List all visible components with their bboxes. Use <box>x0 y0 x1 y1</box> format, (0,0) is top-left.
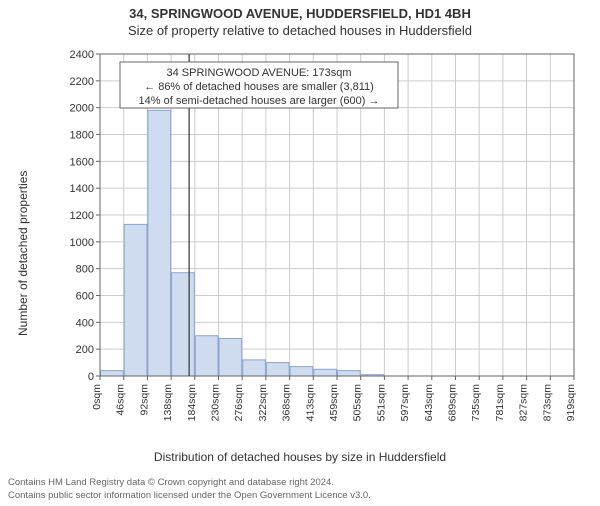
svg-text:459sqm: 459sqm <box>328 384 340 422</box>
page-subtitle: Size of property relative to detached ho… <box>0 23 600 38</box>
svg-text:276sqm: 276sqm <box>233 384 245 422</box>
y-axis-label: Number of detached properties <box>16 171 30 336</box>
svg-text:2000: 2000 <box>70 103 94 115</box>
histogram-bar <box>266 363 289 376</box>
svg-text:46sqm: 46sqm <box>115 384 127 416</box>
footer-line-2: Contains public sector information licen… <box>8 490 371 502</box>
svg-text:735sqm: 735sqm <box>470 384 482 422</box>
svg-text:322sqm: 322sqm <box>257 384 269 422</box>
histogram-svg: 0 200 400 600 800 1000 1200 1400 1600 1800 2000 220… <box>60 50 580 430</box>
svg-text:1400: 1400 <box>70 183 94 195</box>
svg-text:413sqm: 413sqm <box>304 384 316 422</box>
x-axis-label: Distribution of detached houses by size … <box>0 450 600 464</box>
svg-text:2200: 2200 <box>70 76 94 88</box>
svg-text:368sqm: 368sqm <box>281 384 293 422</box>
annotation-line-2: ← 86% of detached houses are smaller (3,… <box>144 81 374 93</box>
histogram-bar <box>195 336 218 376</box>
histogram-bar <box>314 369 337 376</box>
annotation-line-3: 14% of semi-detached houses are larger (… <box>139 95 380 107</box>
histogram-bar <box>124 224 147 376</box>
histogram-bar <box>148 110 171 376</box>
svg-text:400: 400 <box>76 317 94 329</box>
svg-text:551sqm: 551sqm <box>375 384 387 422</box>
svg-text:138sqm: 138sqm <box>162 384 174 422</box>
footer-line-1: Contains HM Land Registry data © Crown c… <box>8 477 371 489</box>
svg-text:643sqm: 643sqm <box>423 384 435 422</box>
svg-text:1600: 1600 <box>70 156 94 168</box>
svg-text:919sqm: 919sqm <box>565 384 577 422</box>
chart-area: 0 200 400 600 800 1000 1200 1400 1600 1800 2000 220… <box>60 50 580 430</box>
svg-text:1200: 1200 <box>70 210 94 222</box>
svg-text:689sqm: 689sqm <box>447 384 459 422</box>
svg-text:0: 0 <box>88 371 94 383</box>
svg-text:873sqm: 873sqm <box>541 384 553 422</box>
annotation-line-1: 34 SPRINGWOOD AVENUE: 173sqm <box>166 67 351 79</box>
svg-text:0sqm: 0sqm <box>91 384 103 410</box>
svg-text:2400: 2400 <box>70 50 94 61</box>
histogram-bar <box>338 371 361 376</box>
svg-text:184sqm: 184sqm <box>186 384 198 422</box>
svg-text:1800: 1800 <box>70 130 94 142</box>
svg-text:600: 600 <box>76 291 94 303</box>
svg-text:781sqm: 781sqm <box>494 384 506 422</box>
svg-text:200: 200 <box>76 344 94 356</box>
chart-container: 34, SPRINGWOOD AVENUE, HUDDERSFIELD, HD1… <box>0 6 600 506</box>
svg-text:92sqm: 92sqm <box>138 384 150 416</box>
histogram-bar <box>172 273 195 376</box>
histogram-bar <box>101 371 124 376</box>
svg-text:230sqm: 230sqm <box>210 384 222 422</box>
svg-text:827sqm: 827sqm <box>518 384 530 422</box>
page-title: 34, SPRINGWOOD AVENUE, HUDDERSFIELD, HD1… <box>0 6 600 21</box>
svg-text:800: 800 <box>76 264 94 276</box>
histogram-bar <box>290 367 313 376</box>
svg-text:597sqm: 597sqm <box>399 384 411 422</box>
svg-text:505sqm: 505sqm <box>352 384 364 422</box>
histogram-bar <box>243 360 266 376</box>
svg-text:1000: 1000 <box>70 237 94 249</box>
histogram-bar <box>219 338 242 376</box>
footer-attribution: Contains HM Land Registry data © Crown c… <box>8 477 371 502</box>
